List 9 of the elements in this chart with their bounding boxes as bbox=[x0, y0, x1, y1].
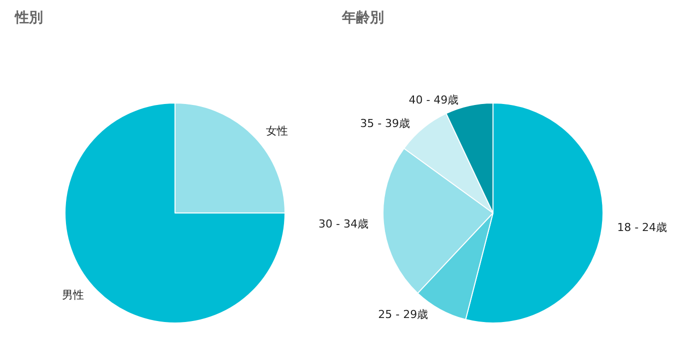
slice-label: 40 - 49歳 bbox=[408, 93, 459, 106]
slice-label: 35 - 39歳 bbox=[360, 117, 410, 130]
slice-label: 18 - 24歳 bbox=[617, 221, 668, 234]
slice-label: 女性 bbox=[266, 124, 288, 138]
chart-title: 性別 bbox=[14, 10, 43, 26]
slice-label: 30 - 34歳 bbox=[318, 217, 369, 230]
slice-label: 25 - 29歳 bbox=[378, 308, 428, 322]
chart-title: 年齢別 bbox=[341, 10, 384, 26]
slice-label: 男性 bbox=[62, 288, 84, 302]
